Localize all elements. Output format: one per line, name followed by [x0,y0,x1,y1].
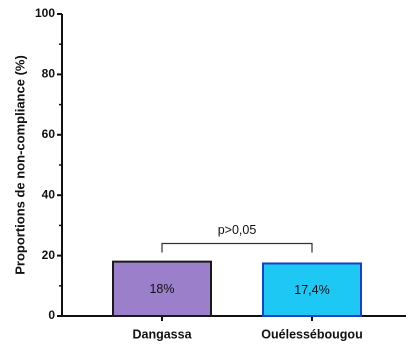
significance-annotation: p>0,05 [161,223,313,253]
y-tick-label: 100 [35,6,55,20]
x-category-label: Ouélessébougou [261,327,362,341]
bar-dangassa [112,260,212,318]
y-tick-label: 0 [48,308,55,322]
y-tick-label: 60 [42,127,56,141]
bars: 18% 17,4% [112,260,362,318]
y-axis-title: Proportions de non-compliance (%) [12,55,27,275]
y-tick-label: 20 [42,248,56,262]
y-tick-label: 80 [42,67,56,81]
y-tick-label: 40 [42,187,56,201]
p-value-label: p>0,05 [218,223,257,237]
significance-bracket [161,242,313,253]
y-axis: 0 20 40 60 80 100 [35,6,63,322]
bar-data-label: 17,4% [294,283,329,297]
bar-ou-less-bougou [262,262,362,317]
x-category-label: Dangassa [132,327,192,341]
bar-data-label: 18% [149,282,174,296]
x-axis: Dangassa Ouélessébougou [62,315,406,341]
